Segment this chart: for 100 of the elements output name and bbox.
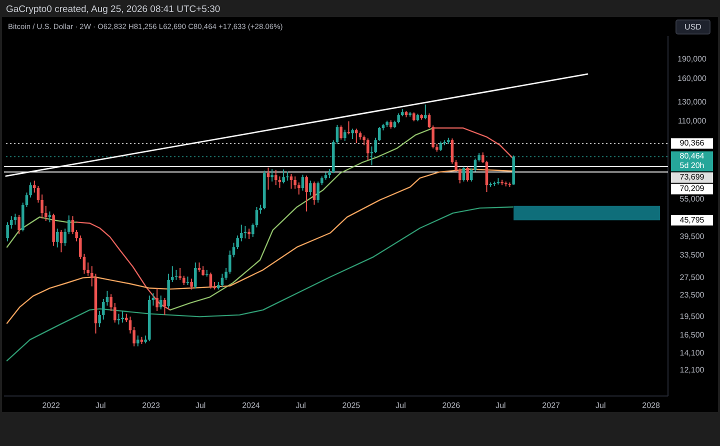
candlestick (266, 167, 270, 190)
candlestick (6, 222, 9, 242)
candlestick (121, 310, 124, 324)
candlestick (36, 186, 40, 204)
line-series (6, 168, 514, 324)
candlestick (236, 235, 239, 250)
candlestick (110, 294, 112, 312)
candlestick (270, 168, 274, 182)
candlestick (18, 214, 20, 235)
x-tick-label: Jul (596, 401, 606, 410)
y-tick-label: 12,100 (680, 366, 705, 375)
candlestick (450, 138, 454, 164)
candlestick (156, 288, 158, 312)
candlestick (466, 166, 469, 182)
candlestick (424, 104, 427, 120)
y-tick-label: 23,500 (680, 290, 705, 300)
candlestick (351, 128, 354, 140)
x-tick-label: 2024 (242, 401, 260, 410)
candlestick (136, 335, 140, 347)
ref-line-label: 70,209 (680, 184, 705, 194)
candlestick (374, 137, 377, 154)
y-tick-label: 16,500 (680, 330, 705, 340)
candlestick (439, 140, 442, 152)
candlestick (224, 268, 228, 280)
candlestick (194, 262, 197, 290)
candlestick (366, 138, 370, 161)
candlestick (378, 126, 381, 142)
y-tick-label: 160,000 (678, 74, 708, 84)
candlestick (362, 134, 366, 146)
ref-line-label: 90,366 (680, 138, 705, 148)
candlestick (428, 112, 431, 129)
candlestick (114, 302, 116, 324)
candlestick (178, 268, 182, 280)
candlestick (340, 124, 342, 140)
candlestick (454, 160, 458, 172)
y-tick-label: 14,100 (680, 348, 705, 358)
candlestick (44, 205, 48, 222)
candlestick (355, 128, 358, 144)
candlestick (298, 182, 300, 196)
chart-title: GaCrypto0 created, Aug 25, 2026 08:41 UTC+5:30 (6, 4, 220, 15)
candlestick (240, 224, 243, 242)
band-label: 45,795 (680, 215, 705, 224)
line-series (76, 222, 171, 311)
candlestick (290, 173, 293, 190)
candlestick (202, 266, 204, 276)
candlestick (48, 210, 52, 223)
y-tick-label: 19,500 (680, 312, 705, 321)
candlestick (64, 228, 66, 246)
candlestick (305, 175, 308, 212)
candlestick (171, 266, 174, 283)
y-tick-label: 33,500 (680, 250, 705, 260)
candlestick (316, 181, 320, 204)
candlestick (40, 194, 44, 220)
y-axis-title: USD (684, 22, 702, 32)
candlestick (29, 182, 32, 198)
y-tick-label: 110,000 (678, 116, 707, 126)
candlestick (71, 216, 74, 235)
candlestick (174, 269, 178, 280)
x-tick-label: 2022 (42, 401, 61, 410)
candlestick (282, 168, 285, 184)
candlestick (68, 214, 70, 235)
candlestick (56, 228, 59, 248)
y-tick-label: 130,000 (678, 98, 708, 106)
candlestick (309, 180, 312, 196)
candlestick (209, 272, 212, 290)
candlestick (347, 120, 350, 135)
line-series (432, 127, 514, 159)
x-tick-label: 2025 (342, 401, 361, 410)
candlestick (14, 213, 17, 226)
y-tick-label: 39,500 (680, 232, 705, 242)
line-series (6, 216, 78, 248)
line-series (6, 206, 514, 362)
candlestick (10, 216, 13, 230)
y-tick-label: 27,500 (680, 272, 705, 282)
x-tick-label: Jul (396, 401, 406, 410)
candlestick (344, 129, 346, 142)
x-tick-label: 2027 (542, 401, 561, 410)
candlestick (248, 228, 250, 240)
x-tick-label: Jul (496, 401, 506, 410)
x-tick-label: Jul (96, 401, 106, 410)
candlestick (301, 174, 304, 192)
candlestick (86, 262, 90, 276)
x-tick-label: 2028 (642, 401, 660, 410)
candlestick (75, 230, 78, 242)
candlestick (98, 310, 101, 328)
line-series (170, 127, 434, 311)
candlestick (182, 275, 186, 286)
candlestick (312, 181, 316, 206)
y-tick-label: 190,000 (678, 54, 708, 64)
candlestick (294, 176, 296, 190)
candlestick (462, 166, 466, 182)
ref-line-label: 80,464 5d 20h (680, 152, 705, 170)
candlestick (160, 295, 162, 310)
ref-line-label: 73,699 (680, 172, 705, 182)
candlestick (274, 169, 278, 186)
candlestick (432, 124, 434, 149)
candlestick (132, 326, 136, 347)
x-tick-label: 2026 (442, 401, 461, 410)
candlestick (190, 278, 193, 290)
y-tick-label: 55,000 (680, 194, 705, 204)
